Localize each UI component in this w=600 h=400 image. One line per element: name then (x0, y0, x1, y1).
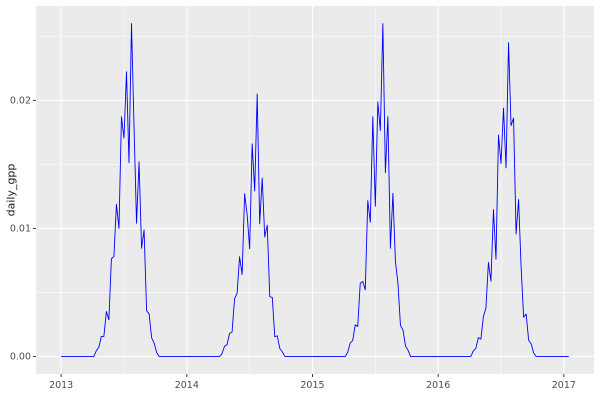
y-tick-label: 0.02 (10, 95, 31, 106)
gpp-line (61, 23, 569, 357)
x-tick-label: 2013 (49, 380, 73, 391)
x-tick-label: 2014 (175, 380, 199, 391)
y-tick-label: 0.00 (10, 351, 31, 362)
y-axis-title: daily_gpp (4, 163, 18, 217)
x-tick-label: 2017 (552, 380, 576, 391)
y-tick-label: 0.01 (10, 223, 31, 234)
x-tick-label: 2016 (426, 380, 450, 391)
x-tick-label: 2015 (300, 380, 324, 391)
